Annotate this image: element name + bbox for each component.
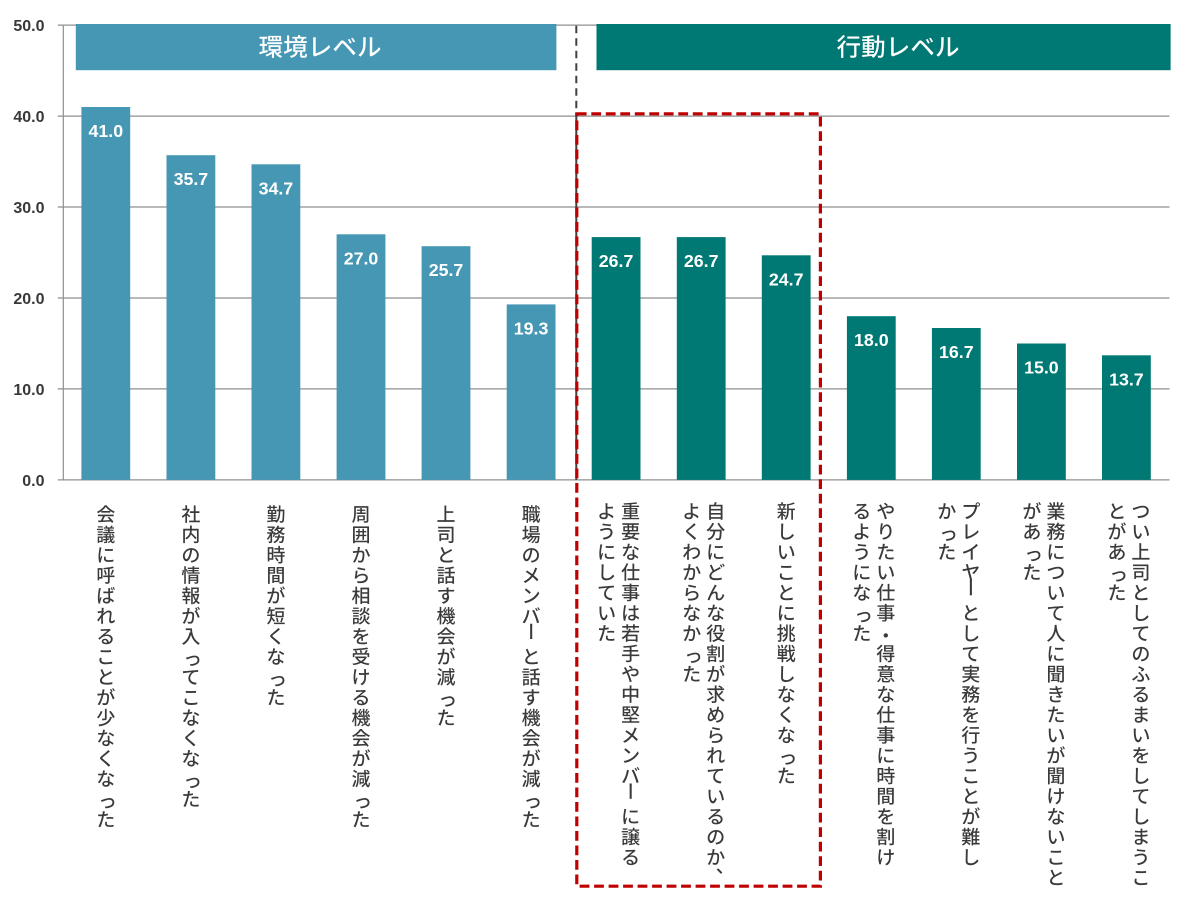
svg-text:41.0: 41.0 (88, 121, 123, 141)
svg-text:35.7: 35.7 (174, 169, 209, 189)
svg-text:24.7: 24.7 (769, 269, 804, 289)
svg-text:15.0: 15.0 (1024, 358, 1059, 378)
svg-text:19.3: 19.3 (514, 318, 549, 338)
svg-text:20.0: 20.0 (13, 291, 44, 308)
svg-text:26.7: 26.7 (684, 251, 719, 271)
svg-text:0.0: 0.0 (22, 473, 44, 490)
svg-text:34.7: 34.7 (259, 178, 294, 198)
svg-text:40.0: 40.0 (13, 109, 44, 126)
svg-text:50.0: 50.0 (13, 18, 44, 35)
svg-text:25.7: 25.7 (429, 260, 464, 280)
svg-text:18.0: 18.0 (854, 330, 889, 350)
svg-text:10.0: 10.0 (13, 382, 44, 399)
svg-text:26.7: 26.7 (599, 251, 634, 271)
svg-text:30.0: 30.0 (13, 200, 44, 217)
svg-text:13.7: 13.7 (1109, 369, 1144, 389)
svg-text:27.0: 27.0 (344, 248, 379, 268)
svg-text:16.7: 16.7 (939, 342, 974, 362)
